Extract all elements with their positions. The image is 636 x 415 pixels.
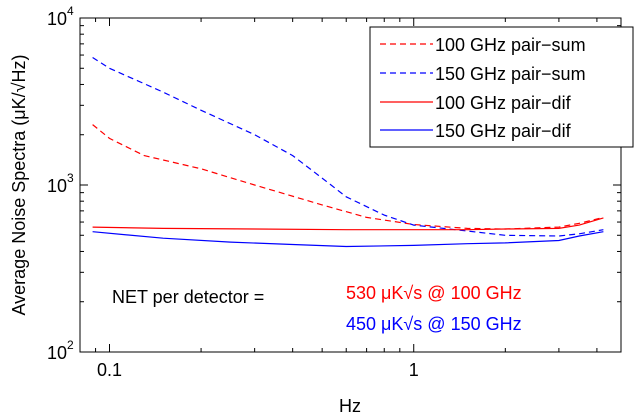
- y-tick-label-base: 10: [47, 176, 67, 196]
- y-tick-label: 10 4: [47, 4, 74, 29]
- legend: 100 GHz pair−sum 150 GHz pair−sum 100 GHz …: [369, 26, 634, 148]
- legend-box: [369, 26, 634, 148]
- y-tick-label-exponent: 4: [67, 4, 74, 18]
- y-axis-label: Average Noise Spectra (μK/√Hz): [9, 54, 29, 315]
- net-label: NET per detector =: [112, 287, 264, 307]
- net-100ghz-annotation: 530 μK√s @ 100 GHz: [346, 283, 522, 303]
- y-tick-label-exponent: 2: [67, 338, 74, 352]
- y-tick-label-exponent: 3: [67, 171, 74, 185]
- y-tick-label-base: 10: [47, 9, 67, 29]
- series-line-1: [92, 124, 604, 230]
- series-line-3: [92, 217, 604, 231]
- x-axis-label: Hz: [339, 396, 361, 415]
- x-tick-label: 1: [409, 360, 419, 380]
- legend-label: 100 GHz pair−dif: [435, 93, 572, 113]
- series-line-4: [92, 231, 604, 248]
- x-tick-label: 0.1: [97, 360, 122, 380]
- legend-items: 100 GHz pair−sum 150 GHz pair−sum 100 GHz …: [380, 35, 586, 141]
- legend-label: 100 GHz pair−sum: [435, 35, 586, 55]
- y-tick-label: 10 2: [47, 338, 74, 363]
- series-lines: [92, 56, 604, 248]
- net-150ghz-annotation: 450 μK√s @ 150 GHz: [346, 314, 522, 334]
- series-line-2: [92, 56, 604, 237]
- y-tick-label-base: 10: [47, 343, 67, 363]
- legend-label: 150 GHz pair−sum: [435, 64, 586, 84]
- y-tick-label: 10 3: [47, 171, 74, 196]
- legend-label: 150 GHz pair−dif: [435, 121, 572, 141]
- axis-ticks: [79, 17, 621, 353]
